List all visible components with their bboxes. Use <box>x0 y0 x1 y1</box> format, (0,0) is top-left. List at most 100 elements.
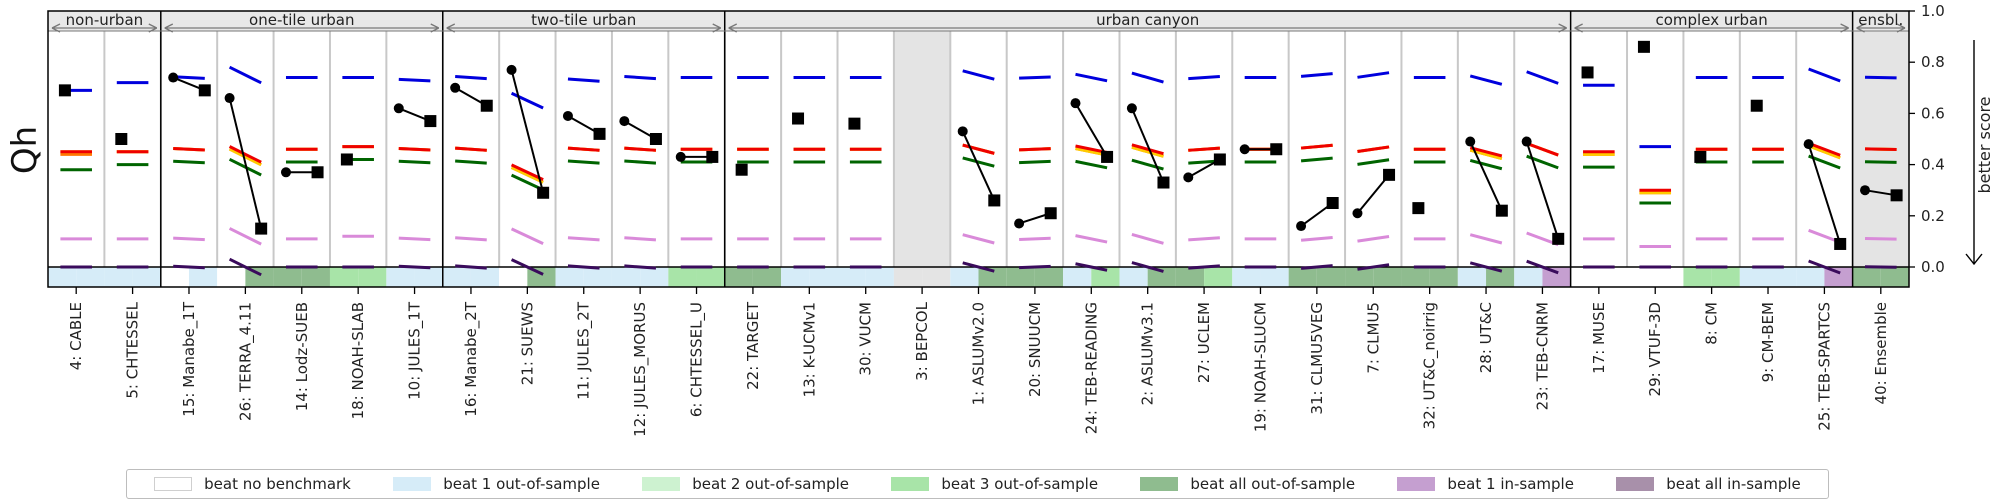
rank-strip-second <box>865 267 894 287</box>
rank-strip-second <box>188 267 218 287</box>
benchmark-line <box>1131 145 1164 158</box>
rank-strip-second <box>301 267 330 287</box>
benchmark-line <box>510 258 544 276</box>
model-label: 13: K-UCMv1 <box>800 302 818 397</box>
benchmark-line <box>455 146 487 152</box>
benchmark-line <box>1075 234 1108 244</box>
benchmark-line <box>228 65 262 85</box>
y-tick-label: 0.4 <box>1921 156 1945 174</box>
missing-model-column <box>893 31 951 267</box>
model-point-circle <box>1239 144 1250 155</box>
rank-strip-first <box>1683 267 1712 287</box>
model-label: 12: JULES_MORUS <box>631 302 650 437</box>
benchmark-line <box>173 236 205 242</box>
model-point-circle <box>393 103 404 114</box>
model-point-circle <box>1070 98 1081 109</box>
benchmark-line <box>1019 264 1051 270</box>
benchmark-line <box>1864 265 1897 269</box>
benchmark-line <box>1469 74 1503 86</box>
rank-strip-first <box>499 267 528 287</box>
benchmark-line <box>962 261 995 273</box>
model-label: 2: ASLUMv3.1 <box>1139 302 1157 405</box>
benchmark-line <box>1075 72 1108 83</box>
rank-strip-second <box>1711 267 1740 287</box>
benchmark-line <box>1469 233 1503 245</box>
benchmark-line <box>173 75 205 80</box>
model-point-circle <box>168 72 179 83</box>
y-tick-label: 0.0 <box>1921 258 1945 276</box>
rank-strip-second <box>640 267 669 287</box>
group-header-band <box>442 11 725 31</box>
rank-strip-first <box>893 267 923 287</box>
rank-strip-second <box>470 267 500 287</box>
model-point-square <box>1750 99 1763 112</box>
rank-strip-first <box>217 267 246 287</box>
model-label: 1: ASLUMv2.0 <box>970 302 988 405</box>
rank-strip-first <box>1401 267 1430 287</box>
benchmark-line <box>1469 159 1503 171</box>
legend-swatch <box>1140 477 1179 491</box>
benchmark-line <box>1808 259 1841 275</box>
legend-entry: beat 1 in-sample <box>1397 475 1574 493</box>
group-label: two-tile urban <box>531 11 636 29</box>
benchmark-line <box>1864 75 1897 80</box>
model-label: 26: TERRA_4.11 <box>236 302 255 421</box>
benchmark-line <box>510 227 544 246</box>
group-label: non-urban <box>66 11 144 29</box>
legend-label: beat 1 out-of-sample <box>443 475 600 493</box>
benchmark-line <box>455 236 487 242</box>
benchmark-line <box>1075 262 1108 272</box>
rank-strip-second <box>696 267 725 287</box>
model-label: 30: VUCM <box>857 302 875 376</box>
y-tick-label: 0.8 <box>1921 53 1945 71</box>
benchmark-line <box>1357 263 1390 271</box>
benchmark-line <box>1864 160 1897 164</box>
rank-strip-first <box>160 267 189 287</box>
rank-strip-first <box>555 267 584 287</box>
rank-strip-second <box>752 267 782 287</box>
model-point-square <box>480 99 493 112</box>
benchmark-line <box>228 257 262 277</box>
legend-swatch <box>393 477 432 491</box>
legend-label: beat 2 out-of-sample <box>692 475 849 493</box>
benchmark-line <box>567 236 600 242</box>
group-label: one-tile urban <box>249 11 354 29</box>
benchmark-line <box>1131 71 1164 84</box>
rank-strip-first <box>668 267 697 287</box>
model-point-circle <box>1296 221 1307 232</box>
benchmark-line <box>228 147 262 167</box>
model-label: 28: UT&C <box>1477 302 1495 373</box>
rank-strip-second <box>76 267 105 287</box>
model-label: 14: Lodz-SUEB <box>293 302 311 411</box>
model-change-line <box>1525 141 1560 240</box>
model-point-square <box>1890 189 1903 202</box>
model-point-circle <box>280 167 291 178</box>
model-point-square <box>593 127 606 140</box>
model-label: 4: CABLE <box>67 302 85 370</box>
rank-strip-second <box>1147 267 1176 287</box>
rank-strip-second <box>1486 267 1515 287</box>
model-point-square <box>255 222 268 235</box>
legend-swatch <box>1397 477 1436 491</box>
model-label: 40: Ensemble <box>1872 302 1890 404</box>
model-label: 19: NOAH-SLUCM <box>1251 302 1269 432</box>
rank-strip-second <box>1542 267 1571 287</box>
rank-strip-second <box>922 267 951 287</box>
legend-label: beat all in-sample <box>1666 475 1801 493</box>
benchmark-line <box>510 166 544 184</box>
rank-strip-first <box>1232 267 1261 287</box>
group-header-band <box>48 11 161 31</box>
model-label: 29: VTUF-3D <box>1646 302 1664 396</box>
benchmark-line <box>228 227 262 246</box>
benchmark-line <box>624 236 657 242</box>
group-header-band <box>724 11 1571 31</box>
benchmark-line <box>1526 141 1559 157</box>
group-header-band <box>1852 11 1909 31</box>
model-point-circle <box>619 116 630 127</box>
rank-strip-first <box>1627 267 1656 287</box>
rank-strip-second <box>132 267 161 287</box>
rank-strip-second <box>414 267 443 287</box>
model-label: 24: TEB-READING <box>1082 302 1100 434</box>
model-point-square <box>58 84 71 97</box>
